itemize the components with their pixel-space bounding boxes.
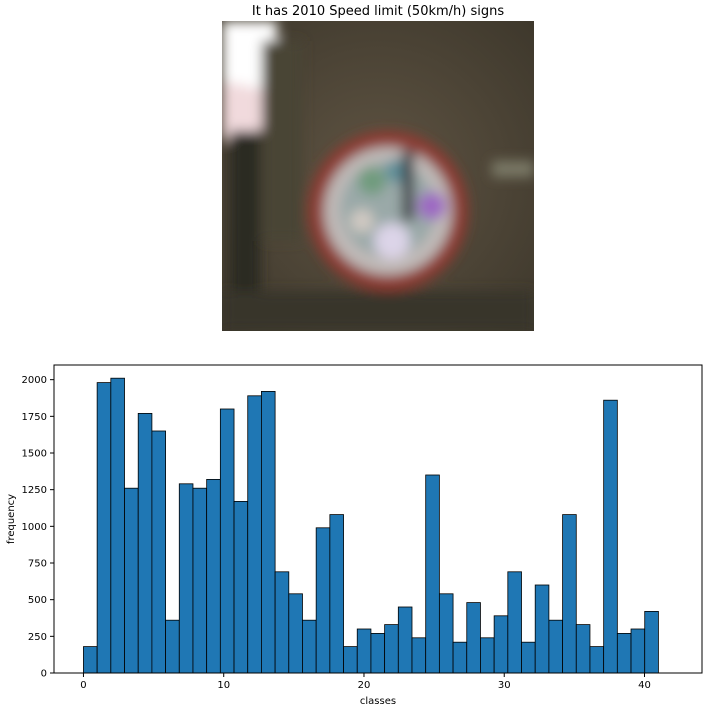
histogram-bar (575, 624, 591, 674)
y-axis-ticks: 0 250 500 750 1000 1250 1500 1750 2000 (22, 375, 54, 680)
histogram-bar (452, 641, 468, 674)
x-tick-label: 10 (217, 680, 230, 691)
y-tick-label: 250 (28, 632, 47, 643)
histogram-bar (315, 527, 331, 674)
histogram-bar (329, 514, 344, 674)
histogram-bar (247, 395, 262, 674)
y-tick-label: 0 (41, 669, 47, 680)
histogram-bar (603, 399, 618, 674)
y-tick-label: 1500 (22, 449, 47, 460)
histogram-bar (616, 633, 632, 674)
histogram-bar (343, 646, 358, 674)
histogram-bar (397, 606, 413, 674)
histogram-bar (165, 619, 180, 674)
histogram-bar (630, 628, 646, 674)
histogram-bar (521, 641, 536, 674)
y-tick-label: 1750 (22, 412, 47, 423)
histogram-bar (288, 593, 303, 674)
plot-frame (53, 364, 703, 674)
histogram-bar (206, 478, 221, 674)
traffic-sign-picture (222, 21, 534, 331)
histogram-bar (589, 646, 605, 674)
y-tick-label: 750 (28, 559, 47, 570)
histogram-bar (110, 377, 125, 674)
traffic-sign-image (222, 21, 534, 331)
y-tick-label: 1250 (22, 485, 47, 496)
bars-layer (83, 377, 659, 674)
histogram-bar (425, 474, 440, 674)
x-axis-ticks: 0 10 20 30 40 (80, 673, 651, 691)
histogram-bar (534, 584, 550, 674)
histogram-bar (137, 412, 153, 674)
histogram-bar (480, 637, 495, 674)
histogram-bar (261, 390, 276, 674)
histogram-bar (233, 500, 249, 674)
histogram-bar (219, 408, 235, 674)
histogram-bar (192, 487, 208, 674)
x-tick-label: 20 (358, 680, 371, 691)
y-tick-label: 2000 (22, 375, 47, 386)
image-title: It has 2010 Speed limit (50km/h) signs (251, 4, 505, 19)
histogram-bar (644, 611, 659, 674)
histogram-bar (548, 619, 563, 674)
histogram-bar (562, 514, 577, 674)
histogram-bar (178, 483, 194, 674)
histogram-bar (493, 615, 509, 674)
histogram-bar (151, 430, 166, 674)
histogram-bar (356, 628, 372, 674)
x-tick-label: 40 (638, 680, 651, 691)
histogram-bar (466, 602, 481, 674)
x-tick-label: 30 (498, 680, 511, 691)
y-axis-label: frequency (6, 494, 17, 544)
histogram-bar (124, 487, 139, 674)
histogram-bar (83, 646, 98, 674)
histogram-bar (438, 593, 454, 674)
histogram-bar (507, 571, 522, 674)
x-tick-label: 0 (80, 680, 86, 691)
y-tick-label: 500 (28, 595, 47, 606)
histogram-bar (411, 637, 427, 674)
histogram-bar (384, 624, 399, 674)
histogram-bar (370, 633, 386, 674)
x-axis-label: classes (360, 696, 396, 707)
histogram-bar (302, 619, 317, 674)
y-tick-label: 1000 (22, 522, 47, 533)
histogram-bar (96, 382, 112, 674)
histogram-bar (274, 571, 290, 674)
